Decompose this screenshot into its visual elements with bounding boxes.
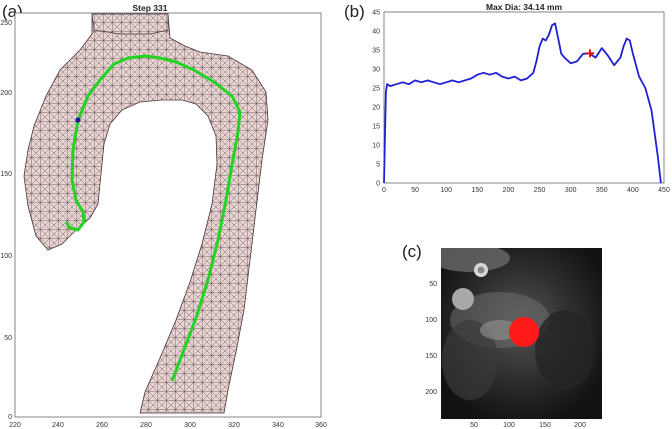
a-xtick: 240: [52, 422, 64, 429]
b-ytick: 30: [372, 67, 380, 74]
b-ytick: 0: [376, 181, 380, 188]
panel-a-aorta-plot: Step 331 220 240 260 280 300 320 340 360…: [0, 3, 327, 429]
panel-a-x-ticks: 220 240 260 280 300 320 340 360: [9, 422, 327, 429]
panel-b-label: (b): [344, 2, 365, 21]
c-ytick: 50: [429, 281, 437, 288]
a-ytick: 0: [8, 414, 12, 421]
b-xtick: 400: [627, 187, 639, 194]
a-ytick: 250: [0, 20, 12, 27]
b-ytick: 5: [376, 162, 380, 169]
mri-vessel-core: [477, 266, 485, 274]
b-xtick: 50: [411, 187, 419, 194]
c-ytick: 150: [425, 353, 437, 360]
a-xtick: 300: [184, 422, 196, 429]
max-diameter-marker: [585, 49, 594, 58]
c-xtick: 50: [470, 422, 478, 429]
b-xtick: 450: [658, 187, 670, 194]
aorta-cross-section-marker: [509, 317, 539, 347]
a-xtick: 340: [272, 422, 284, 429]
c-xtick: 150: [539, 422, 551, 429]
panel-b-ticks: 0 50 100 150 200 250 300 350 400 450 0 5 10 15 20 25 30 3…: [372, 10, 670, 195]
mri-vessel: [452, 288, 474, 310]
centerline-path: [64, 54, 242, 382]
b-ytick: 20: [372, 105, 380, 112]
a-ytick: 150: [0, 171, 12, 178]
panel-c-y-ticks: 50 100 150 200: [425, 281, 437, 396]
diameter-series-line: [383, 22, 662, 184]
panel-c-mri-image: 50 100 150 200 50 100 150 200: [425, 248, 602, 429]
aorta-branch-mesh: [91, 13, 169, 35]
panel-a-title: Step 331: [133, 3, 168, 13]
b-xtick: 350: [596, 187, 608, 194]
panel-a-y-ticks: 0 50 100 150 200 250: [0, 20, 12, 421]
b-ytick: 10: [372, 143, 380, 150]
a-xtick: 280: [140, 422, 152, 429]
current-step-marker: [75, 117, 81, 123]
c-ytick: 200: [425, 389, 437, 396]
mri-tissue: [441, 248, 510, 272]
mri-tissue: [442, 320, 498, 400]
b-xtick: 0: [382, 187, 386, 194]
b-ytick: 25: [372, 86, 380, 93]
b-xtick: 100: [440, 187, 452, 194]
b-ytick: 45: [372, 10, 380, 17]
b-xtick: 200: [503, 187, 515, 194]
mri-tissue: [535, 310, 595, 390]
panel-b-diameter-chart: Max Dia: 34.14 mm 0 50 100 150 200 250 300 350 4…: [372, 2, 670, 194]
a-xtick: 320: [228, 422, 240, 429]
b-ytick: 35: [372, 48, 380, 55]
a-ytick: 50: [4, 335, 12, 342]
a-ytick: 200: [0, 90, 12, 97]
a-ytick: 100: [0, 253, 12, 260]
panel-c-label: (c): [402, 242, 422, 261]
c-ytick: 100: [425, 317, 437, 324]
b-xtick: 150: [471, 187, 483, 194]
a-xtick: 220: [9, 422, 21, 429]
a-xtick: 260: [96, 422, 108, 429]
c-xtick: 100: [503, 422, 515, 429]
b-ytick: 15: [372, 124, 380, 131]
panel-b-axes-box: [383, 11, 665, 184]
aorta-mesh: [23, 13, 269, 414]
b-xtick: 250: [534, 187, 546, 194]
panel-c-x-ticks: 50 100 150 200: [470, 422, 586, 429]
b-ytick: 40: [372, 29, 380, 36]
b-xtick: 300: [565, 187, 577, 194]
c-xtick: 200: [574, 422, 586, 429]
a-xtick: 360: [315, 422, 327, 429]
panel-b-title: Max Dia: 34.14 mm: [486, 2, 563, 12]
